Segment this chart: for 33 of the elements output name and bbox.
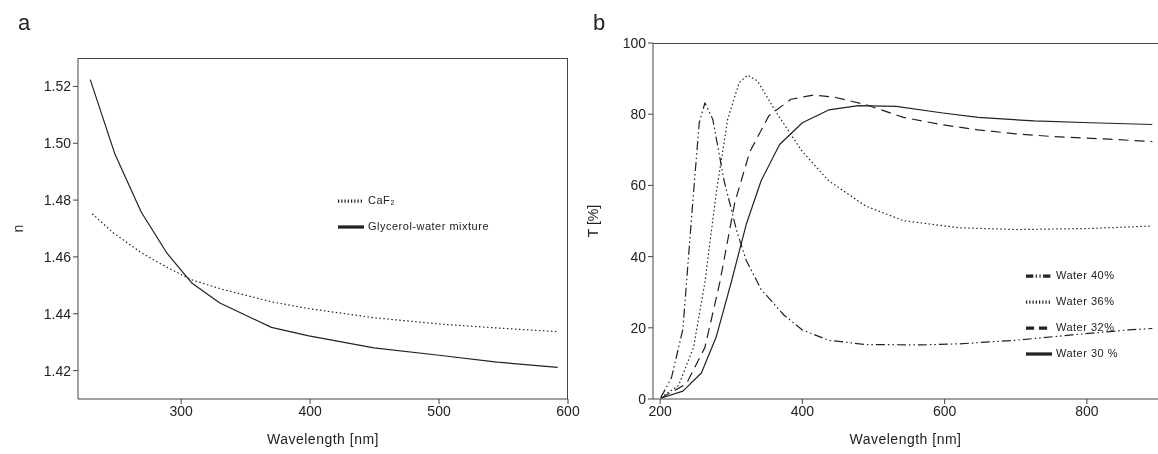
x-tick-label: 800 — [1075, 402, 1099, 419]
y-tick-label: 40 — [630, 248, 647, 265]
line-series — [89, 79, 559, 369]
x-tick-label: 200 — [648, 402, 673, 419]
x-tick-label: 400 — [298, 402, 322, 419]
legend-label: Water 32% — [1055, 320, 1115, 333]
chart-title: a — [18, 10, 31, 36]
x-tick-label: 300 — [169, 402, 194, 419]
y-tick-label: 80 — [630, 106, 647, 123]
y-tick-label: 0 — [638, 390, 647, 407]
x-tick-label: 400 — [790, 402, 815, 419]
y-tick-label: 1.52 — [43, 78, 72, 95]
y-tick-label: 100 — [622, 34, 647, 51]
x-axis-title: Wavelength [nm] — [266, 431, 380, 447]
y-tick-label: 60 — [630, 177, 647, 194]
x-tick-label: 600 — [932, 402, 957, 419]
x-axis-title: Wavelength [nm] — [849, 431, 962, 447]
legend-label: Water 30 % — [1055, 346, 1118, 359]
y-axis-title: n — [9, 224, 26, 233]
x-tick-label: 500 — [427, 402, 451, 419]
legend-label: Glycerol-water mixture — [368, 219, 490, 232]
y-tick-label: 1.50 — [43, 135, 72, 152]
y-tick-label: 20 — [630, 319, 647, 336]
y-tick-label: 1.46 — [43, 248, 72, 265]
chart-title: b — [593, 10, 606, 36]
legend-label: Water 36% — [1055, 294, 1115, 307]
y-tick-label: 1.42 — [43, 362, 72, 379]
legend-label: CaF₂ — [368, 193, 396, 206]
legend-label: Water 40% — [1055, 268, 1115, 281]
y-axis-title: T [%] — [584, 204, 601, 238]
y-tick-label: 1.44 — [43, 305, 72, 322]
y-tick-label: 1.48 — [43, 192, 72, 209]
x-tick-label: 600 — [556, 402, 580, 419]
